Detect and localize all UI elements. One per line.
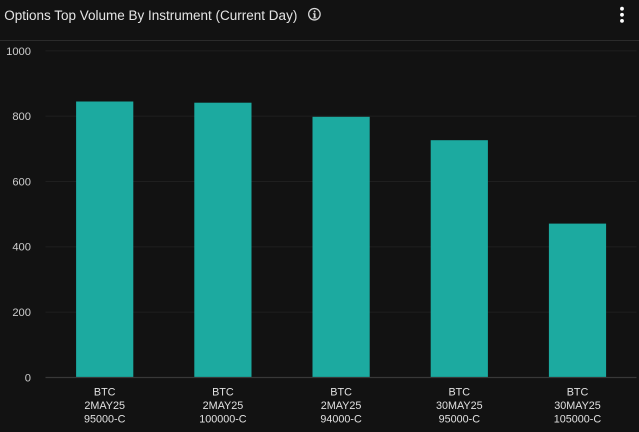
svg-text:100000-C: 100000-C [199, 414, 247, 426]
svg-text:BTC: BTC [330, 387, 352, 399]
svg-text:2MAY25: 2MAY25 [321, 400, 362, 412]
svg-text:95000-C: 95000-C [439, 414, 481, 426]
svg-text:Options Top Volume By Instrume: Options Top Volume By Instrument (Curren… [4, 8, 297, 23]
svg-text:95000-C: 95000-C [84, 414, 126, 426]
svg-text:2MAY25: 2MAY25 [84, 400, 125, 412]
svg-text:2MAY25: 2MAY25 [203, 400, 244, 412]
svg-text:BTC: BTC [448, 387, 470, 399]
svg-text:0: 0 [25, 372, 31, 384]
svg-text:94000-C: 94000-C [320, 414, 362, 426]
svg-text:30MAY25: 30MAY25 [554, 400, 601, 412]
svg-text:800: 800 [12, 111, 31, 123]
svg-text:600: 600 [12, 176, 31, 188]
svg-text:105000-C: 105000-C [554, 414, 602, 426]
svg-text:30MAY25: 30MAY25 [436, 400, 483, 412]
svg-text:BTC: BTC [212, 387, 234, 399]
svg-text:1000: 1000 [6, 46, 31, 58]
svg-text:200: 200 [12, 307, 31, 319]
svg-text:BTC: BTC [567, 387, 589, 399]
svg-text:BTC: BTC [94, 387, 116, 399]
svg-text:400: 400 [12, 242, 31, 254]
